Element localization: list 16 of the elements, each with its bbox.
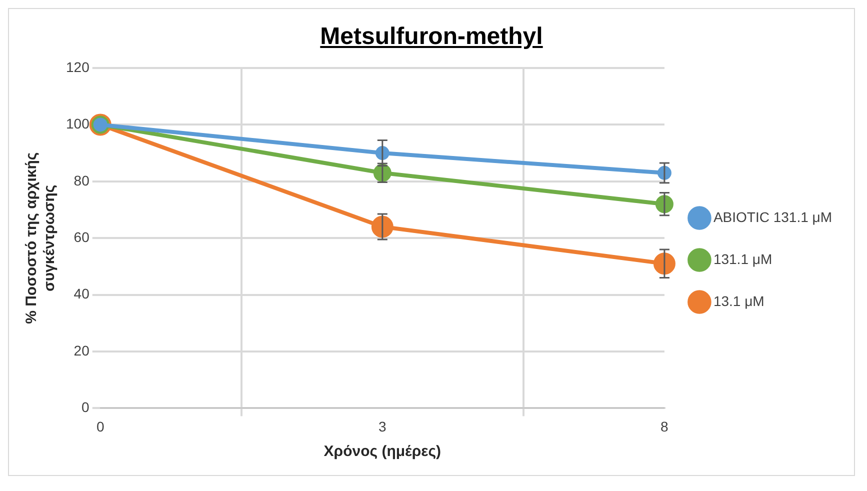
- y-tick-label: 0: [82, 399, 90, 416]
- chart-title: Metsulfuron-methyl: [319, 22, 544, 52]
- y-axis-title: % Ποσοστό της αρχικής συγκέντρωσης: [23, 152, 58, 324]
- y-tick-label: 60: [74, 228, 90, 245]
- legend-label: 13.1 μM: [713, 292, 764, 309]
- x-tick-label: 8: [660, 418, 669, 434]
- y-tick-label: 120: [66, 58, 90, 75]
- y-tick-label: 100: [66, 116, 90, 132]
- y-tick-label: 20: [74, 342, 90, 358]
- y-tick-label: 40: [74, 286, 90, 302]
- y-tick-label: 80: [74, 172, 90, 188]
- x-axis-title: Χρόνος (ημέρες): [324, 443, 442, 460]
- x-tick-label: 3: [378, 418, 387, 434]
- x-tick-label: 0: [96, 418, 104, 434]
- legend-label: 131.1 μM: [713, 250, 772, 267]
- legend-label: ABIOTIC 131.1 μM: [713, 208, 832, 225]
